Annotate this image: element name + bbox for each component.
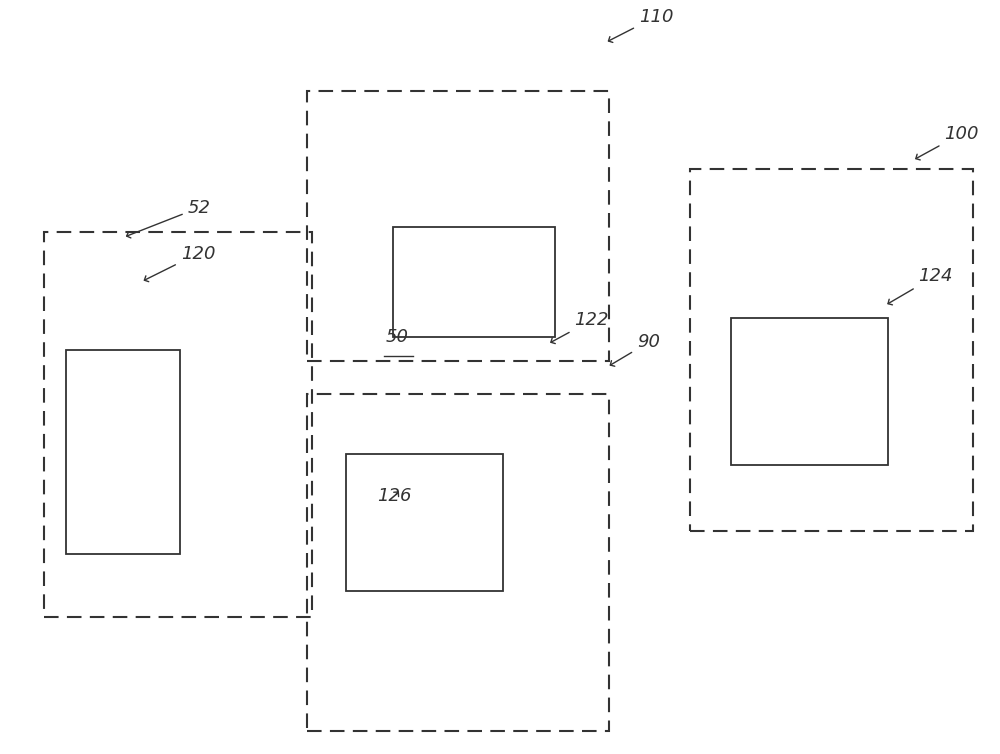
Bar: [307, 394, 609, 731]
Text: 120: 120: [144, 244, 215, 282]
Bar: [307, 90, 609, 361]
Text: 50: 50: [386, 328, 409, 346]
Bar: [731, 318, 888, 464]
Text: 52: 52: [127, 199, 211, 238]
Text: 100: 100: [916, 124, 979, 160]
Bar: [44, 231, 312, 617]
Text: 124: 124: [888, 267, 953, 305]
Text: 126: 126: [377, 488, 412, 505]
Bar: [66, 350, 180, 553]
Bar: [690, 169, 973, 532]
Text: 122: 122: [551, 311, 609, 344]
Text: 90: 90: [610, 333, 660, 366]
Bar: [393, 227, 555, 337]
Text: 110: 110: [608, 8, 673, 42]
Bar: [346, 454, 503, 590]
